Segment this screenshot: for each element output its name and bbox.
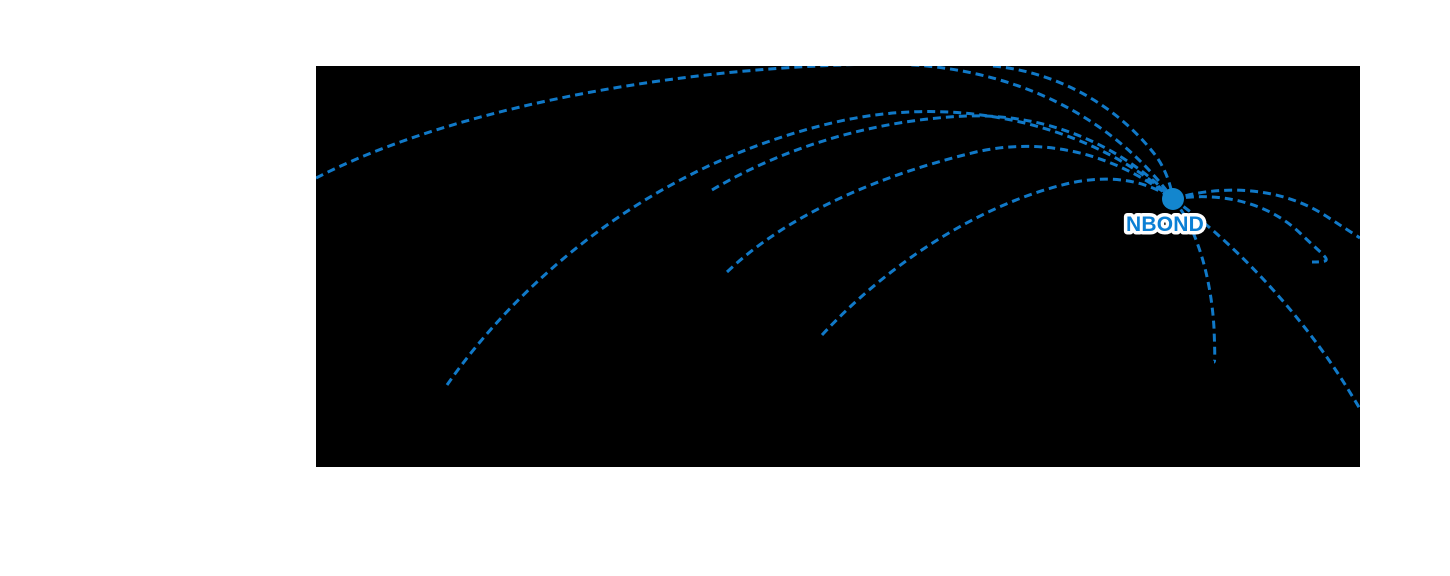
- node-label[interactable]: NBOND: [1126, 213, 1204, 236]
- node-label-halo: NBOND: [1126, 213, 1204, 236]
- graph-edge[interactable]: [316, 66, 1175, 200]
- graph-edge[interactable]: [1172, 195, 1328, 264]
- graph-edge[interactable]: [992, 66, 1175, 200]
- graph-node[interactable]: [1162, 188, 1184, 210]
- nodes-layer: [1162, 188, 1184, 210]
- graph-edge[interactable]: [445, 110, 1175, 386]
- graph-edge[interactable]: [725, 144, 1174, 274]
- edges-layer: [316, 66, 1360, 467]
- graph-edge[interactable]: [711, 114, 1175, 201]
- graph-edge[interactable]: [1172, 188, 1360, 240]
- graph-edge[interactable]: [1172, 197, 1360, 467]
- graph-canvas[interactable]: NBOND NBOND: [316, 66, 1360, 467]
- graph-edge[interactable]: [1171, 198, 1217, 364]
- graph-edge[interactable]: [820, 177, 1174, 337]
